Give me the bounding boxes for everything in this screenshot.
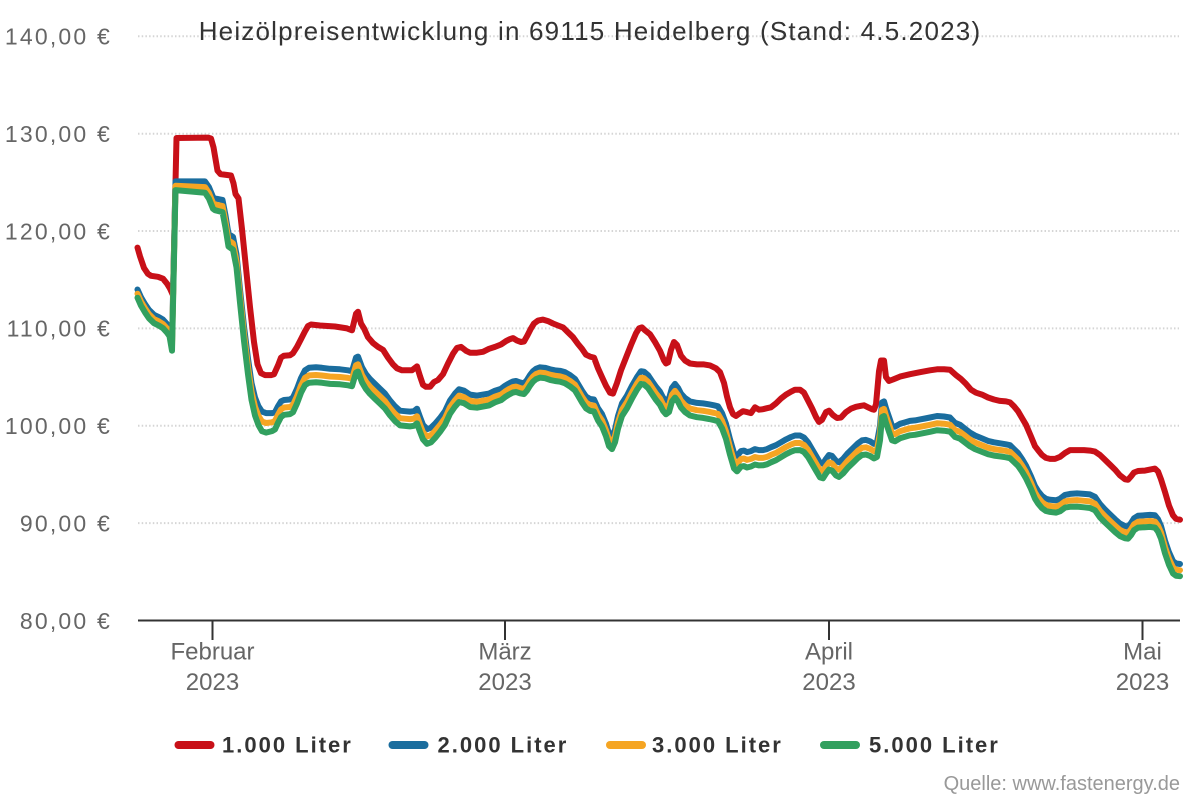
svg-text:2023: 2023 xyxy=(1116,669,1169,696)
svg-text:2023: 2023 xyxy=(186,669,239,696)
svg-text:2023: 2023 xyxy=(478,669,531,696)
svg-text:April: April xyxy=(805,639,853,666)
svg-text:130,00 €: 130,00 € xyxy=(5,121,112,147)
svg-text:3.000 Liter: 3.000 Liter xyxy=(652,733,783,758)
svg-text:1.000 Liter: 1.000 Liter xyxy=(222,733,353,758)
svg-text:90,00 €: 90,00 € xyxy=(20,510,112,536)
svg-text:2.000 Liter: 2.000 Liter xyxy=(438,733,569,758)
svg-text:Heizölpreisentwicklung in 6911: Heizölpreisentwicklung in 69115 Heidelbe… xyxy=(199,16,982,46)
svg-text:140,00 €: 140,00 € xyxy=(5,24,112,50)
svg-text:80,00 €: 80,00 € xyxy=(20,608,112,634)
svg-text:110,00 €: 110,00 € xyxy=(7,316,112,342)
svg-text:Mai: Mai xyxy=(1123,639,1162,666)
svg-text:März: März xyxy=(478,639,531,666)
svg-text:120,00 €: 120,00 € xyxy=(5,218,112,244)
svg-text:5.000 Liter: 5.000 Liter xyxy=(869,733,1000,758)
svg-text:Februar: Februar xyxy=(170,639,254,666)
svg-text:Quelle: www.fastenergy.de: Quelle: www.fastenergy.de xyxy=(944,773,1180,795)
svg-text:100,00 €: 100,00 € xyxy=(5,413,112,439)
svg-text:2023: 2023 xyxy=(802,669,855,696)
